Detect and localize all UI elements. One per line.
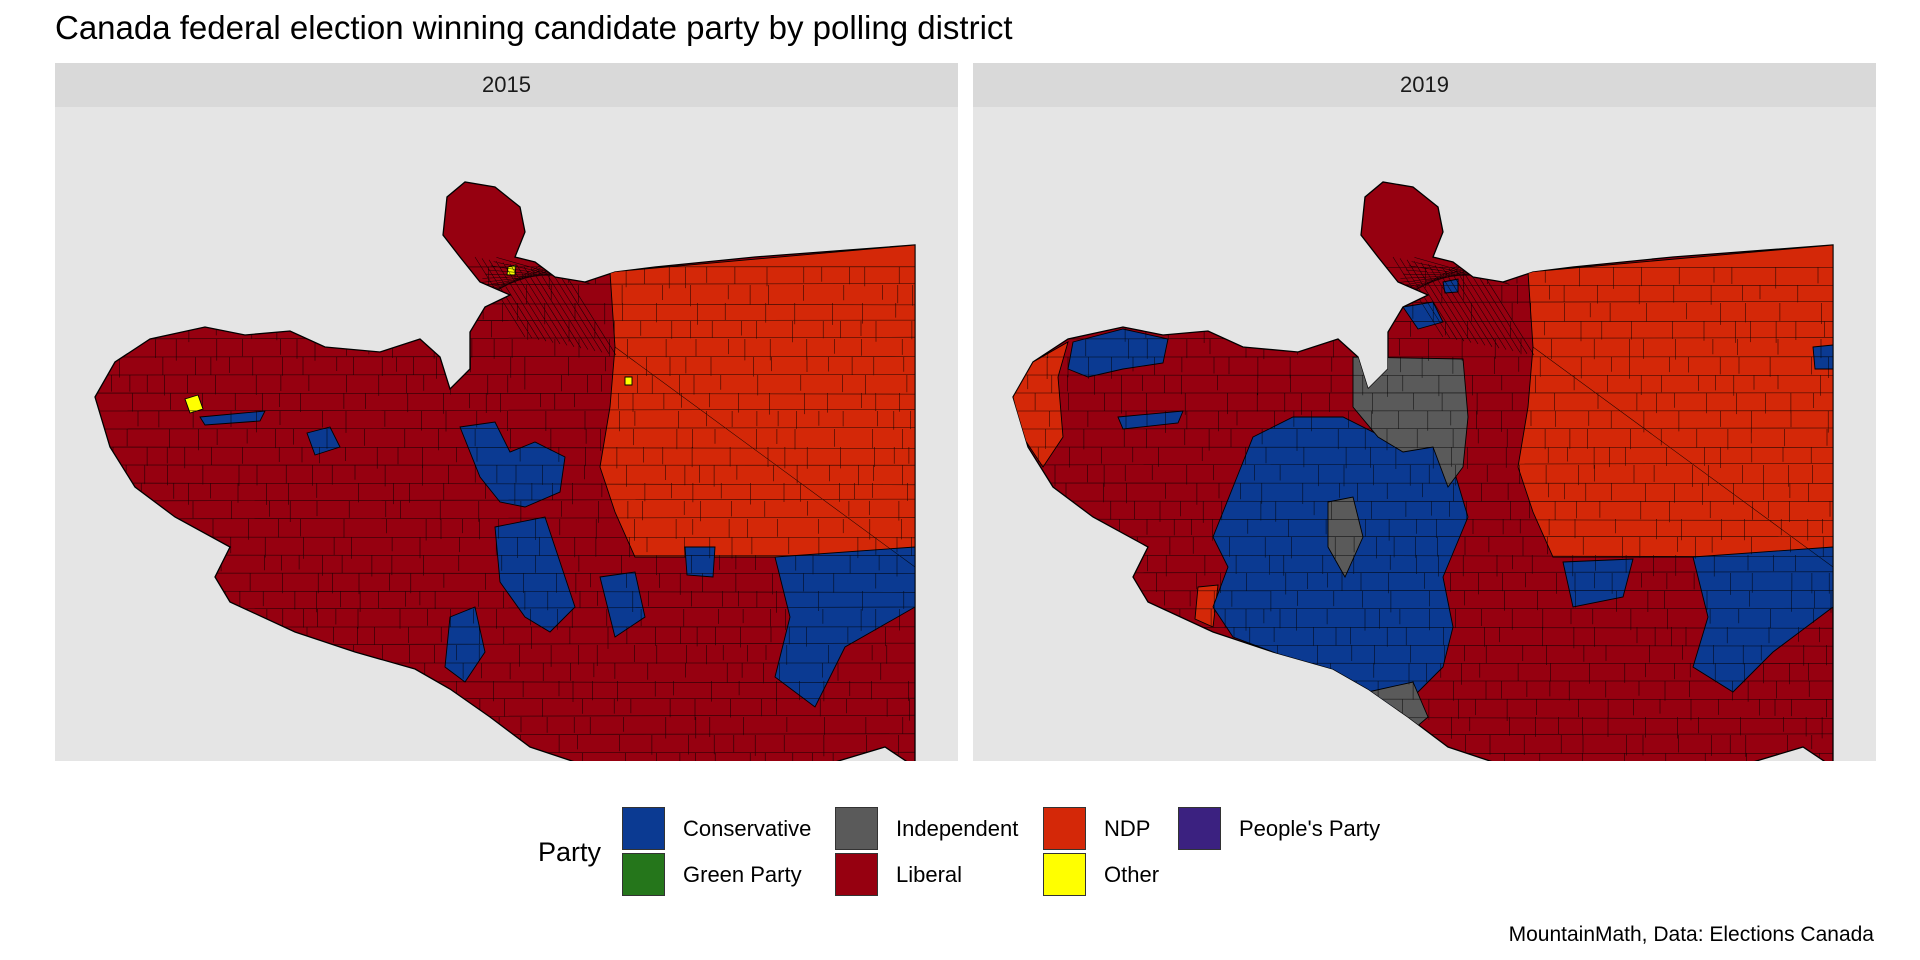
facet-strip-label: 2019 xyxy=(973,63,1876,107)
legend: Party Conservative Green Party Independe… xyxy=(538,802,1438,902)
legend-swatch xyxy=(1043,807,1086,850)
map-2015 xyxy=(94,181,916,761)
legend-label: Other xyxy=(1104,862,1160,887)
legend-swatch xyxy=(835,807,878,850)
facet-strip-label: 2015 xyxy=(55,63,958,107)
chart-title: Canada federal election winning candidat… xyxy=(55,9,1013,46)
legend-label: Independent xyxy=(896,816,1019,841)
legend-label: NDP xyxy=(1104,816,1151,841)
legend-swatch xyxy=(622,853,665,896)
legend-swatch xyxy=(835,853,878,896)
facet-panel-2015: 2015 xyxy=(55,63,958,761)
facet-panel-2019: 2019 xyxy=(973,63,1876,761)
legend-label: Green Party xyxy=(683,862,802,887)
legend-label: Conservative xyxy=(683,816,812,841)
legend-title: Party xyxy=(538,837,602,867)
legend-label: People's Party xyxy=(1239,816,1381,841)
legend-swatch xyxy=(1178,807,1221,850)
legend-swatch xyxy=(1043,853,1086,896)
caption-source: MountainMath, Data: Elections Canada xyxy=(1508,923,1874,946)
map-2019 xyxy=(1012,181,1834,761)
legend-swatch xyxy=(622,807,665,850)
legend-label: Liberal xyxy=(896,862,963,887)
